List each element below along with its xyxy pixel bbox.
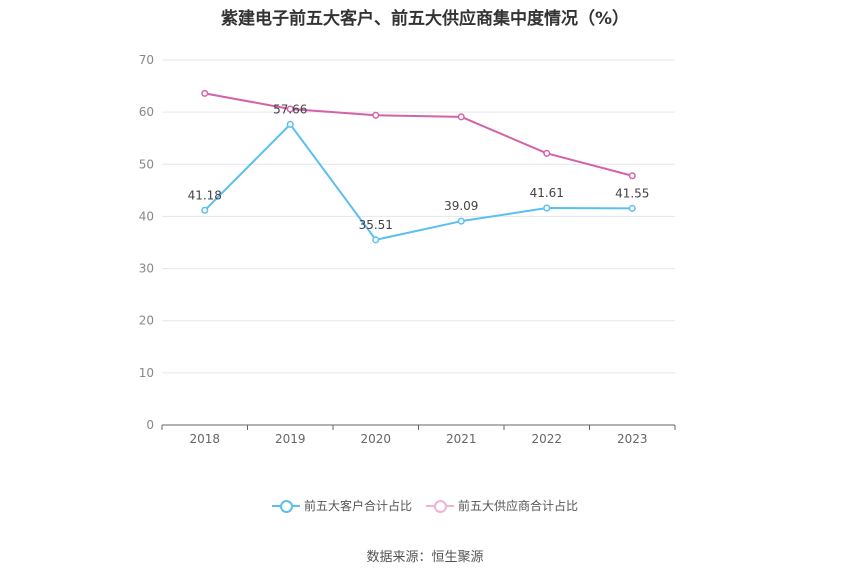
y-tick-label: 60 bbox=[139, 105, 154, 119]
y-tick-label: 40 bbox=[139, 209, 154, 223]
y-tick-label: 20 bbox=[139, 314, 154, 328]
data-label: 57.66 bbox=[273, 102, 307, 116]
grid-lines bbox=[162, 59, 675, 374]
data-point bbox=[286, 105, 294, 113]
x-tick-label: 2018 bbox=[189, 432, 220, 446]
y-tick-label: 70 bbox=[139, 53, 154, 67]
y-tick-label: 50 bbox=[139, 157, 154, 171]
y-tick-label: 30 bbox=[139, 262, 154, 276]
data-point bbox=[372, 111, 380, 119]
legend-label-suppliers: 前五大供应商合计占比 bbox=[458, 499, 579, 513]
data-point bbox=[628, 204, 636, 212]
series-line-1 bbox=[204, 92, 633, 177]
data-point bbox=[543, 204, 551, 212]
x-tick-label: 2021 bbox=[446, 432, 477, 446]
data-label: 41.61 bbox=[530, 186, 564, 200]
series-layer bbox=[201, 89, 636, 244]
data-label: 41.18 bbox=[188, 188, 222, 202]
x-tick-label: 2022 bbox=[531, 432, 562, 446]
data-label: 41.55 bbox=[615, 186, 649, 200]
legend-swatch-suppliers-icon bbox=[426, 498, 454, 514]
data-point bbox=[286, 120, 294, 128]
series-line-0 bbox=[204, 123, 633, 241]
x-tick-label: 2019 bbox=[275, 432, 306, 446]
y-tick-label: 0 bbox=[146, 418, 154, 432]
legend-item-suppliers[interactable]: 前五大供应商合计占比 bbox=[426, 497, 578, 514]
data-source: 数据来源：恒生聚源 bbox=[366, 550, 484, 565]
legend: 前五大客户合计占比 前五大供应商合计占比 bbox=[0, 497, 850, 514]
data-labels: 41.18 57.66 35.51 39.09 41.61 41.55 bbox=[188, 102, 650, 231]
data-point bbox=[628, 172, 636, 180]
data-point bbox=[201, 89, 209, 97]
legend-item-customers[interactable]: 前五大客户合计占比 bbox=[271, 497, 412, 514]
chart-title: 紫建电子前五大客户、前五大供应商集中度情况（%） bbox=[220, 9, 630, 29]
data-point bbox=[201, 206, 209, 214]
axes: 0 10 20 30 40 50 60 70 2018 2019 2020 2021 2022 2023 bbox=[139, 53, 676, 446]
data-point bbox=[543, 149, 551, 157]
legend-swatch-customers-icon bbox=[271, 498, 300, 514]
data-point bbox=[457, 113, 465, 121]
data-point bbox=[372, 236, 380, 244]
y-tick-label: 10 bbox=[139, 366, 154, 380]
data-point bbox=[457, 217, 465, 225]
data-label: 39.09 bbox=[444, 199, 478, 213]
x-tick-label: 2023 bbox=[617, 432, 648, 446]
legend-label-customers: 前五大客户合计占比 bbox=[303, 499, 412, 513]
data-label: 35.51 bbox=[359, 218, 393, 232]
x-tick-label: 2020 bbox=[360, 432, 391, 446]
